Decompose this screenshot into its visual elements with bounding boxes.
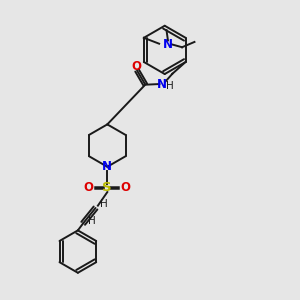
Text: N: N	[102, 160, 112, 173]
Text: S: S	[103, 182, 112, 194]
Text: N: N	[163, 38, 173, 51]
Text: H: H	[100, 199, 108, 209]
Text: N: N	[158, 77, 167, 91]
Text: H: H	[88, 216, 96, 226]
Text: O: O	[84, 182, 94, 194]
Text: H: H	[166, 81, 173, 91]
Text: O: O	[131, 60, 142, 73]
Text: O: O	[121, 182, 131, 194]
